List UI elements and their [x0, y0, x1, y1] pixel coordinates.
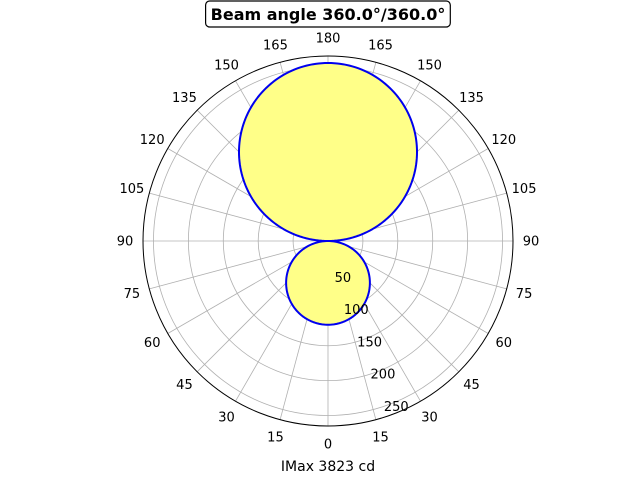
angle-tick-label: 135: [459, 91, 484, 106]
angle-tick-label: 45: [463, 378, 480, 393]
angle-tick-label: 60: [144, 336, 161, 351]
tick-labels: 180 1651501351201059075604530150153045607…: [117, 32, 540, 453]
angle-tick-label: 180: [316, 32, 341, 47]
angle-tick-label: 45: [176, 378, 193, 393]
angle-tick-label: 165: [368, 38, 393, 53]
intensity-curve: [237, 61, 419, 326]
angle-tick-label: 15: [267, 431, 284, 446]
radial-tick-label: 200: [371, 368, 396, 383]
angle-tick-label: 165: [263, 38, 288, 53]
radial-tick-label: 150: [357, 335, 382, 350]
angle-tick-label: 75: [516, 287, 533, 302]
angle-tick-label: 90: [523, 235, 540, 250]
data-layer: [142, 55, 514, 427]
chart-title: Beam angle 360.0°/360.0°: [205, 0, 451, 28]
chart-title-text: Beam angle 360.0°/360.0°: [211, 5, 446, 24]
angle-tick-label: 30: [421, 410, 438, 425]
angle-tick-label: 60: [496, 336, 513, 351]
radial-tick-label: 50: [335, 271, 352, 286]
angle-tick-label: 150: [214, 59, 239, 74]
angle-tick-label: 105: [512, 182, 537, 197]
angular-grid-line: [327, 240, 507, 290]
angle-tick-label: 135: [172, 91, 197, 106]
angle-tick-label: 30: [218, 410, 235, 425]
polar-frame: [142, 55, 514, 427]
radial-tick-label: 250: [384, 400, 409, 415]
angle-tick-label: 150: [417, 59, 442, 74]
angular-grid-line: [149, 240, 329, 290]
intensity-fill: [238, 62, 418, 325]
angle-tick-label: 0: [324, 438, 332, 453]
angle-tick-label: 75: [124, 287, 141, 302]
radial-tick-label: 100: [344, 303, 369, 318]
angle-tick-label: 90: [117, 235, 134, 250]
angle-tick-label: 120: [140, 133, 165, 148]
angle-tick-label: 120: [491, 133, 516, 148]
angle-tick-label: 105: [120, 182, 145, 197]
x-axis-label: IMax 3823 cd: [281, 459, 375, 475]
angle-tick-label: 15: [372, 431, 389, 446]
